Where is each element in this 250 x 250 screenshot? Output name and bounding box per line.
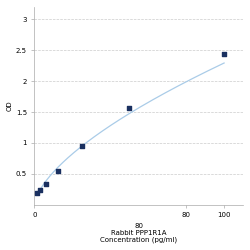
Point <box>38 188 42 192</box>
Point <box>222 52 226 56</box>
Point <box>44 182 48 186</box>
Point <box>80 144 84 148</box>
X-axis label: 80
Rabbit PPP1R1A
Concentration (pg/ml): 80 Rabbit PPP1R1A Concentration (pg/ml) <box>100 222 177 243</box>
Point <box>56 169 60 173</box>
Point <box>127 106 131 110</box>
Y-axis label: OD: OD <box>7 100 13 111</box>
Point <box>36 191 40 195</box>
